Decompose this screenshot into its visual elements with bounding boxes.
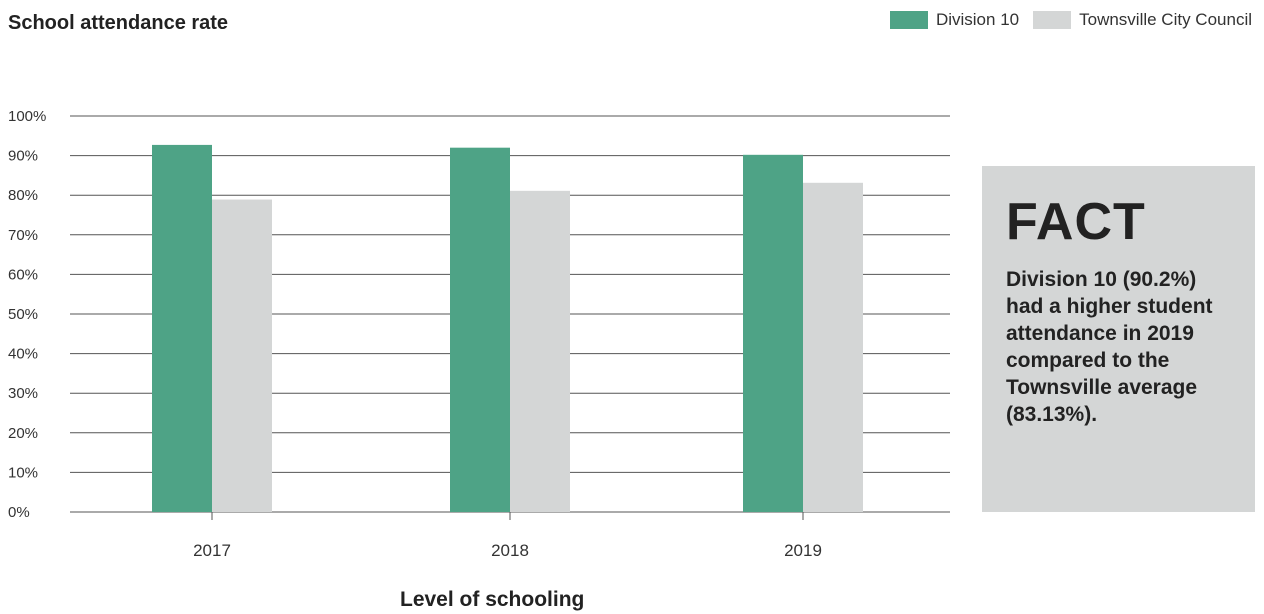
legend-swatch-division-10 xyxy=(889,11,928,29)
y-tick-label: 100% xyxy=(8,108,46,125)
bar-division-10-2019 xyxy=(743,154,803,513)
bar-townsville-2018 xyxy=(510,190,570,512)
legend-item-townsville: Townsville City Council xyxy=(1033,10,1252,30)
y-tick-label: 30% xyxy=(8,385,38,402)
y-tick-label: 70% xyxy=(8,227,38,244)
bar-townsville-2019 xyxy=(803,182,863,512)
x-tick-label: 2018 xyxy=(491,541,529,560)
legend-item-division-10: Division 10 xyxy=(889,10,1020,30)
fact-text: Division 10 (90.2%) had a higher student… xyxy=(1006,268,1213,426)
y-tick-label: 0% xyxy=(8,504,30,521)
bar-chart: 0% 10% 20% 30% 40% 50% 60% 70% 80% 90% 100% 2017 201… xyxy=(8,108,950,560)
y-tick-label: 50% xyxy=(8,306,38,323)
bar-townsville-2017 xyxy=(212,199,272,512)
y-tick-label: 10% xyxy=(8,464,38,481)
legend-swatch-townsville xyxy=(1033,11,1072,29)
x-tick-label: 2019 xyxy=(784,541,822,560)
legend-label-division-10: Division 10 xyxy=(935,10,1020,29)
chart-title: School attendance rate xyxy=(8,12,229,34)
legend: Division 10 Townsville City Council xyxy=(876,10,1252,30)
x-axis-title: Level of schooling xyxy=(400,588,585,611)
bar-division-10-2017 xyxy=(152,144,212,512)
y-tick-label: 40% xyxy=(8,346,38,363)
y-tick-label: 60% xyxy=(8,266,38,283)
y-tick-label: 90% xyxy=(8,148,38,165)
fact-box: FACT Division 10 (90.2%) had a higher st… xyxy=(982,166,1255,512)
x-tick-label: 2017 xyxy=(193,541,231,560)
y-tick-label: 80% xyxy=(8,187,38,204)
fact-heading: FACT xyxy=(1006,193,1146,251)
bar-division-10-2018 xyxy=(450,147,510,512)
y-tick-label: 20% xyxy=(8,425,38,442)
legend-label-townsville: Townsville City Council xyxy=(1079,10,1252,29)
